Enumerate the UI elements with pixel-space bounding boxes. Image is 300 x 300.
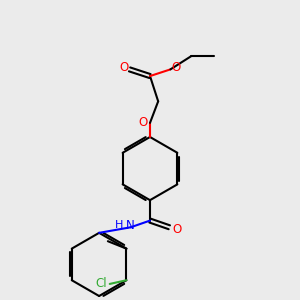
Text: H: H: [115, 220, 123, 230]
Text: O: O: [171, 61, 181, 74]
Text: Cl: Cl: [96, 278, 107, 290]
Text: O: O: [139, 116, 148, 129]
Text: N: N: [126, 219, 135, 232]
Text: O: O: [119, 61, 129, 74]
Text: O: O: [172, 223, 182, 236]
